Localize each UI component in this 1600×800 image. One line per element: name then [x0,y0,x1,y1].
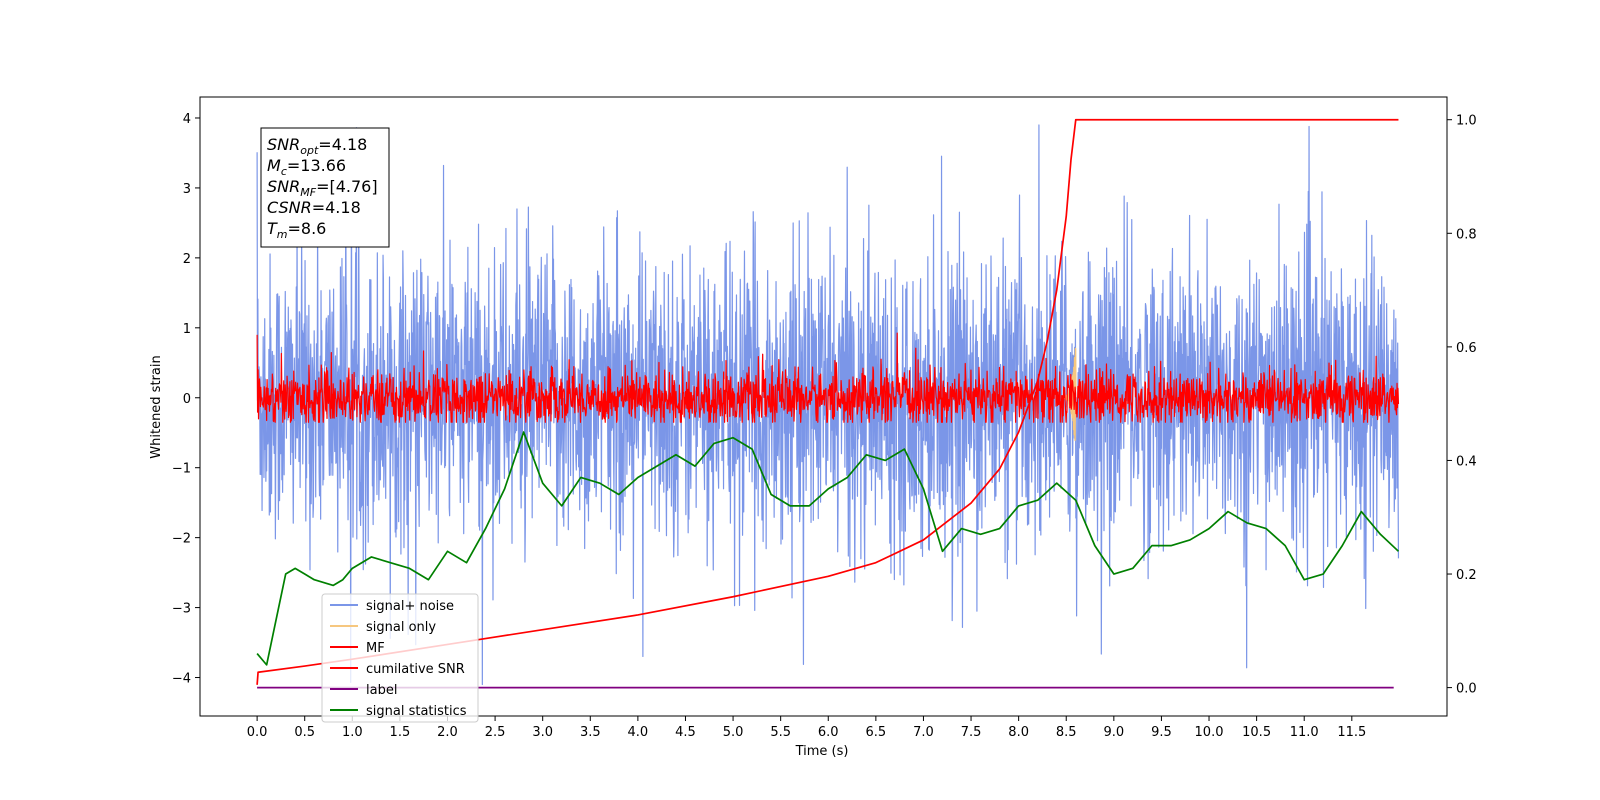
y2-tick-label: 0.0 [1456,682,1477,697]
x-tick-label: 4.0 [628,725,649,740]
annotation-line: Tm=8.6 [267,219,326,241]
y2-tick-label: 0.6 [1456,341,1477,356]
y-axis-left: −4 −3 −2 −1 0 1 2 3 4 [172,112,200,687]
x-tick-label: 0.0 [247,725,268,740]
x-tick-label: 11.0 [1290,725,1319,740]
annotation-line: Mc=13.66 [267,156,346,178]
annotation-frame [260,127,390,248]
legend-frame [321,593,479,723]
y-tick-label: −2 [172,532,191,547]
x-tick-label: 1.5 [390,725,411,740]
plot-frame [199,96,1448,717]
y-tick-label: −1 [172,462,191,477]
y2-tick-label: 0.4 [1456,454,1477,469]
y2-tick-label: 0.8 [1456,227,1477,242]
x-tick-label: 7.5 [961,725,982,740]
x-tick-label: 5.5 [770,725,791,740]
legend-entry: signal+ noise [366,599,454,614]
y-tick-label: 1 [183,322,191,337]
annotation-line: SNRopt=4.18 [267,135,367,157]
x-tick-label: 9.5 [1151,725,1172,740]
series-line-5 [256,431,1400,666]
x-axis: 0.0 0.5 1.0 1.5 2.0 2.5 3.0 3.5 4.0 4.5 5.0 5.5 6.0 6… [247,716,1366,740]
x-tick-label: 4.5 [675,725,696,740]
x-tick-label: 6.0 [818,725,839,740]
x-tick-label: 8.5 [1056,725,1077,740]
x-tick-label: 6.5 [866,725,887,740]
y-axis-right: 0.0 0.2 0.4 0.6 0.8 1.0 [1447,114,1477,697]
annotation-line: CSNR=4.18 [267,198,361,217]
x-tick-label: 3.5 [580,725,601,740]
x-axis-label: Time (s) [795,744,849,759]
legend-entry: label [366,683,397,698]
x-tick-label: 5.0 [723,725,744,740]
y-tick-label: 0 [183,392,191,407]
x-tick-label: 3.0 [532,725,553,740]
legend: signal+ noise signal only MF cumilative SNR… [321,593,479,723]
y2-tick-label: 1.0 [1456,114,1477,129]
y2-tick-label: 0.2 [1456,568,1477,583]
x-tick-label: 7.0 [913,725,934,740]
legend-entry: signal only [366,620,436,635]
x-tick-label: 0.5 [294,725,315,740]
annotation-line: SNRMF=[4.76] [267,177,378,199]
y-tick-label: 4 [183,112,191,127]
x-tick-label: 10.5 [1242,725,1271,740]
legend-entry: MF [366,641,385,656]
y-axis-label: Whitened strain [149,355,164,458]
x-tick-label: 10.0 [1195,725,1224,740]
x-tick-label: 9.0 [1103,725,1124,740]
x-tick-label: 1.0 [342,725,363,740]
annotation-box: SNRopt=4.18Mc=13.66SNRMF=[4.76]CSNR=4.18… [260,127,390,248]
y-tick-label: 2 [183,252,191,267]
x-tick-label: 11.5 [1337,725,1366,740]
series-line-2 [256,332,1400,423]
legend-entry: signal statistics [366,704,467,719]
y-tick-label: −4 [172,672,191,687]
legend-entry: cumilative SNR [366,662,465,677]
y-tick-label: −3 [172,602,191,617]
x-tick-label: 8.0 [1008,725,1029,740]
x-tick-label: 2.0 [437,725,458,740]
x-tick-label: 2.5 [485,725,506,740]
y-tick-label: 3 [183,182,191,197]
